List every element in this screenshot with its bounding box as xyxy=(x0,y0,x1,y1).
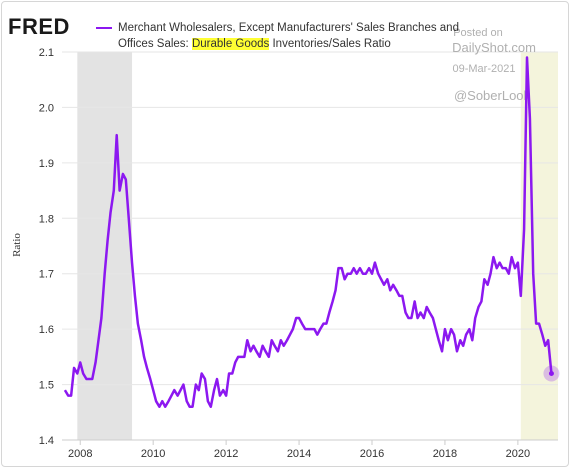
watermark-text: DailyShot.com xyxy=(452,40,536,55)
y-tick-label: 1.7 xyxy=(39,269,54,281)
y-tick-label: 1.9 xyxy=(39,158,54,170)
x-tick-label: 2008 xyxy=(68,448,92,460)
x-tick-label: 2014 xyxy=(287,448,311,460)
watermark-text: 09-Mar-2021 xyxy=(453,63,516,75)
logo: FRED xyxy=(8,14,70,39)
x-tick-label: 2020 xyxy=(506,448,530,460)
data-line xyxy=(63,56,553,408)
legend: Merchant Wholesalers, Except Manufacture… xyxy=(96,20,488,52)
x-tick-label: 2012 xyxy=(214,448,238,460)
legend-label: Merchant Wholesalers, Except Manufacture… xyxy=(118,22,459,50)
last-point xyxy=(548,370,554,376)
y-tick-label: 1.4 xyxy=(39,435,54,447)
x-tick-label: 2016 xyxy=(360,448,384,460)
y-tick-label: 1.5 xyxy=(39,380,54,392)
legend-swatch xyxy=(96,27,112,29)
x-tick-label: 2010 xyxy=(141,448,165,460)
shaded-period xyxy=(77,52,133,440)
y-tick-label: 1.8 xyxy=(39,213,54,225)
y-tick-label: 2.0 xyxy=(39,102,54,114)
x-tick-label: 2018 xyxy=(433,448,457,460)
y-tick-label: 1.6 xyxy=(39,324,54,336)
watermark-text: @SoberLook xyxy=(454,88,531,103)
y-tick-label: 2.1 xyxy=(39,47,54,59)
watermark-text: Posted on xyxy=(453,27,503,39)
y-axis-label: Ratio xyxy=(11,233,23,257)
highlight: Durable Goods xyxy=(191,38,270,50)
